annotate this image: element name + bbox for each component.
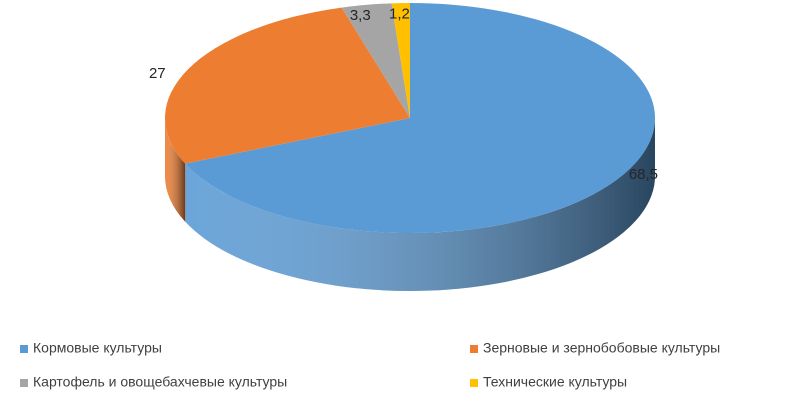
data-label: 68,5: [629, 166, 658, 183]
legend-swatch: [470, 345, 478, 353]
legend-swatch: [20, 379, 28, 387]
slice-side-shade: [165, 118, 186, 222]
slice-side-shade: [185, 118, 655, 291]
legend-label: Технические культуры: [483, 374, 627, 390]
data-label: 1,2: [389, 6, 410, 23]
legend-label: Кормовые культуры: [33, 340, 162, 356]
legend-swatch: [470, 379, 478, 387]
slice: [391, 3, 410, 118]
data-label: 27: [149, 65, 166, 82]
legend-label: Зерновые и зернобобовые культуры: [483, 340, 720, 356]
data-label: 3,3: [350, 7, 371, 24]
legend-swatch: [20, 345, 28, 353]
slice: [341, 3, 410, 118]
slice: [185, 3, 655, 233]
slice: [164, 7, 410, 164]
legend-label: Картофель и овощебахчевые культуры: [33, 374, 287, 390]
